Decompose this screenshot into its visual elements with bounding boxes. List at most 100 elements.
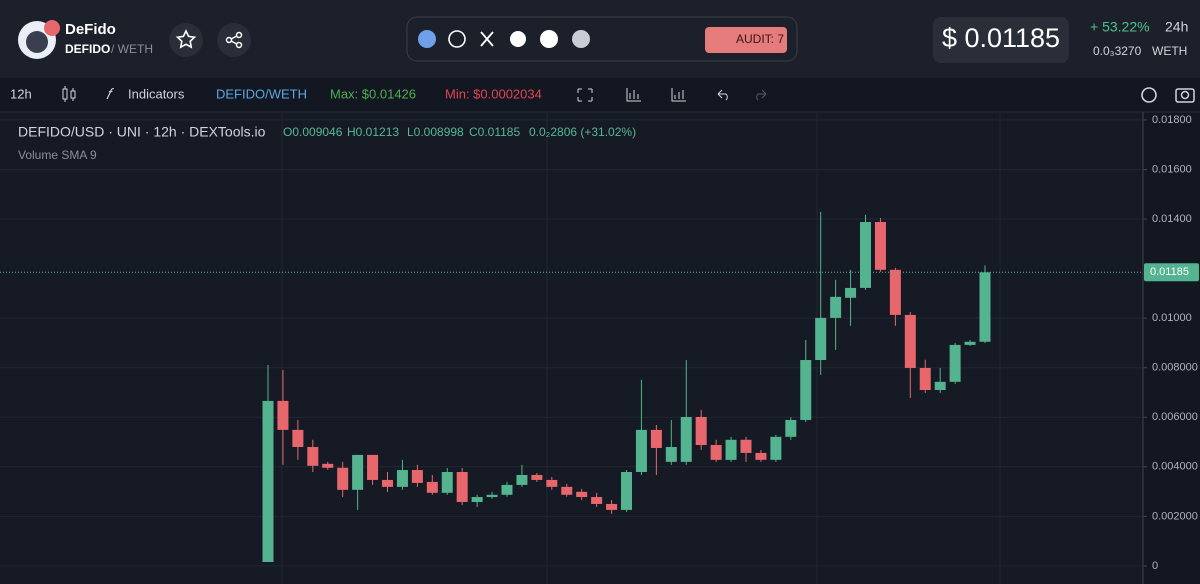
candle-body [770,436,782,460]
y-tick-label: 0.002000 [1152,510,1198,522]
price-quote: 0.0₃3270 [1093,44,1142,58]
fx-icon: 𝑓 [106,86,115,103]
candle-body [680,417,692,462]
candle-body [322,463,334,468]
chart-style-button[interactable] [626,88,641,102]
audit-button[interactable] [705,27,787,53]
candle-body [277,400,289,430]
price: $ 0.01185 [942,23,1060,53]
candle-body [262,400,274,562]
screenshot-button[interactable] [1175,88,1195,103]
candle-body [501,484,513,495]
y-tick-label: 0.004000 [1152,461,1198,473]
candle-body [949,344,961,382]
candle-type-button[interactable] [62,86,76,102]
undo-button[interactable] [717,89,728,101]
candle-body [441,472,453,493]
legend-change: 0.0₂2806 (+31.02%) [529,125,636,139]
favorite-button[interactable] [169,23,203,57]
max-price: Max: $0.01426 [330,86,416,101]
candle-body [337,467,349,490]
candle-body [591,497,603,504]
link-web[interactable] [448,30,466,48]
candle-body [665,446,677,462]
min-price: Min: $0.0002034 [445,86,542,101]
y-tick-label: 0.008000 [1152,362,1198,374]
candle-body [382,479,393,487]
legend-open: O0.009046 [283,125,343,139]
last-price-label: 0.01185 [1150,266,1189,278]
price-change: + 53.22% [1090,19,1150,35]
legend-high: H0.01213 [347,125,399,139]
audit-label: AUDIT: 7 [736,32,784,46]
legend-close: C0.01185 [469,125,520,139]
link-more[interactable] [572,30,590,48]
y-tick-label: 0.01800 [1152,114,1192,126]
redo-button[interactable] [756,89,767,101]
candle-body [650,429,662,448]
candle-body [635,429,647,473]
candle-body [755,452,767,460]
interval-button[interactable]: 12h [10,86,32,101]
link-cmc[interactable] [540,30,558,48]
share-button[interactable] [217,23,251,57]
quote-symbol: WETH [1152,44,1187,58]
y-tick-label: 0 [1152,560,1158,572]
token-badge [44,20,60,36]
candle-body [830,296,842,318]
link-website[interactable] [418,30,436,48]
share-icon [225,31,243,49]
candle-body [979,272,991,342]
candle-body [710,445,722,460]
candle-body [576,491,588,498]
candle-body [486,494,498,498]
chart-title: DEFIDO/USD · UNI · 12h · DEXTools.io [18,124,266,140]
legend-low: L0.008998 [407,125,464,139]
token-pair: / WETH [111,42,153,56]
token-logo-face [26,31,48,53]
pair-switch[interactable]: DEFIDO/WETH [216,86,307,101]
candle-body [367,454,379,480]
candle-body [695,417,707,446]
candle-body [426,481,438,493]
candle-body [606,503,618,510]
links-bar [406,16,798,62]
indicators-button[interactable]: Indicators [128,86,185,101]
candle-body [740,439,752,453]
bars-button[interactable] [671,88,686,102]
settings-button[interactable] [1141,87,1157,103]
candle-body [456,472,468,502]
candle-body [874,222,886,270]
candle-body [934,381,946,390]
candle-body [352,454,364,490]
candle-body [815,317,827,361]
fullscreen-button[interactable] [577,88,593,102]
y-tick-label: 0.01400 [1152,213,1192,225]
candle-body [546,479,558,487]
camera-lens [1180,90,1190,100]
candle-body [785,419,797,437]
candle-body [725,439,737,460]
last-price-badge [1144,263,1199,282]
candle-body [889,269,901,315]
candle-body [964,341,976,345]
vertical-grid [281,113,1001,584]
link-telegram[interactable] [510,31,526,47]
change-period: 24h [1165,19,1188,35]
candle-body [919,367,931,390]
token-symbol: DEFIDO [65,42,110,56]
token-name: DeFido [65,21,116,38]
y-tick-label: 0.006000 [1152,411,1198,423]
plot: 0 0.002000 0.004000 0.006000 0.008000 0.01000… [0,114,1199,572]
candle-body [411,470,423,483]
candle-body [800,360,812,420]
star-icon [175,29,197,49]
y-tick-label: 0.01000 [1152,312,1192,324]
candle-body [471,497,483,502]
link-x[interactable] [480,31,494,47]
price-box [933,17,1069,63]
candle-body [860,222,871,288]
y-tick-label: 0.01600 [1152,163,1192,175]
candle-body [904,314,916,368]
